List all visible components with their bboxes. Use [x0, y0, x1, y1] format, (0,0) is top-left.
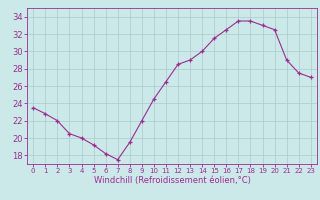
X-axis label: Windchill (Refroidissement éolien,°C): Windchill (Refroidissement éolien,°C) — [93, 176, 251, 185]
